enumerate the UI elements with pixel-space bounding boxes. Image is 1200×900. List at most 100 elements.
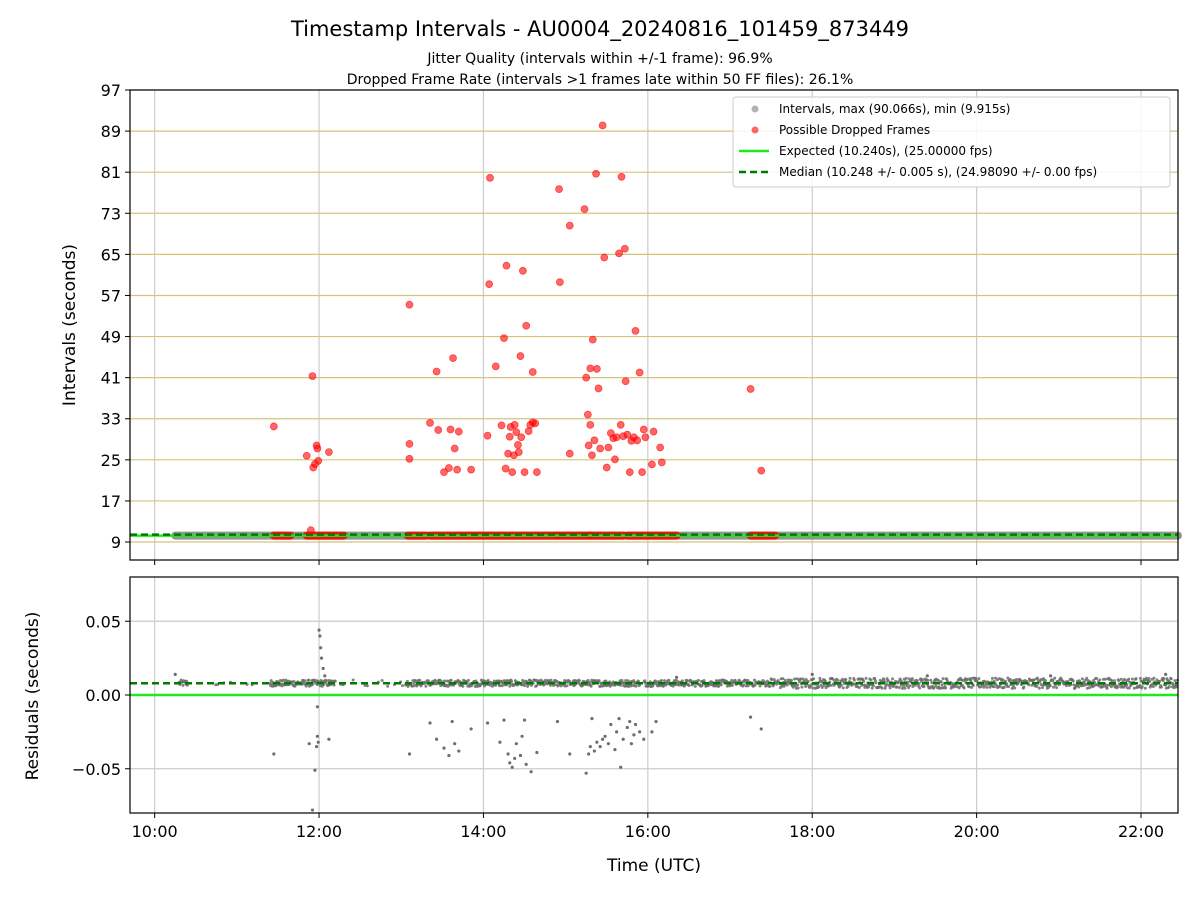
dropped-frame-point bbox=[518, 266, 527, 275]
residual-point bbox=[870, 686, 874, 690]
residual-outlier-point bbox=[513, 756, 517, 761]
residual-point bbox=[1085, 676, 1089, 680]
residual-point bbox=[904, 676, 908, 680]
legend-label-median: Median (10.248 +/- 0.005 s), (24.98090 +… bbox=[779, 165, 1097, 179]
residual-point bbox=[829, 683, 833, 687]
residual-point bbox=[962, 686, 966, 690]
residual-point bbox=[917, 682, 921, 686]
residual-point bbox=[884, 682, 888, 686]
dropped-frame-point bbox=[405, 440, 414, 448]
residual-point bbox=[619, 683, 623, 687]
residual-outlier-point bbox=[506, 752, 510, 756]
residual-point bbox=[693, 684, 697, 688]
residual-point bbox=[659, 679, 663, 683]
residual-point bbox=[911, 685, 915, 689]
residual-point bbox=[418, 678, 422, 682]
residual-point bbox=[793, 677, 797, 681]
residual-point bbox=[985, 685, 989, 689]
residual-outlier-point bbox=[628, 719, 632, 724]
residual-point bbox=[589, 684, 593, 688]
legend-label-expected: Expected (10.240s), (25.00000 fps) bbox=[779, 144, 993, 158]
residual-point bbox=[426, 679, 430, 683]
dropped-frame-point bbox=[434, 426, 443, 434]
residual-outlier-point bbox=[310, 808, 315, 812]
residual-point bbox=[1127, 686, 1131, 690]
dropped-frame-point bbox=[620, 244, 629, 253]
residuals-y-tick-label: 0.05 bbox=[85, 612, 121, 631]
residual-point bbox=[620, 678, 624, 682]
residual-point bbox=[274, 684, 278, 688]
residual-outlier-point bbox=[314, 745, 319, 749]
residual-point bbox=[624, 678, 628, 682]
dropped-frame-point bbox=[450, 444, 459, 453]
residual-point bbox=[1113, 679, 1117, 683]
dropped-frame-point bbox=[485, 280, 494, 289]
dropped-frame-point bbox=[611, 455, 619, 464]
dropped-frame-point bbox=[514, 448, 523, 457]
x-tick-label: 10:00 bbox=[132, 822, 178, 841]
residual-point bbox=[552, 684, 556, 688]
residual-outlier-point bbox=[318, 634, 322, 638]
residual-outlier-point bbox=[1164, 672, 1168, 676]
dropped-frame-point bbox=[306, 526, 315, 535]
dropped-frame-point bbox=[625, 468, 634, 477]
residual-point bbox=[1003, 679, 1007, 683]
residual-point bbox=[1152, 676, 1156, 680]
residual-point bbox=[1116, 685, 1120, 689]
residual-point bbox=[934, 684, 938, 688]
residual-point bbox=[1145, 676, 1149, 680]
residual-outlier-point bbox=[606, 742, 610, 746]
residuals-panel: 0.05 0.00 −0.05 10:00 12:00 14:00 16:00 18:00 2… bbox=[23, 576, 1179, 876]
dropped-frame-point bbox=[596, 444, 605, 453]
dropped-frame-point bbox=[604, 443, 613, 452]
residual-point bbox=[386, 684, 390, 688]
residual-point bbox=[667, 678, 671, 682]
residual-point bbox=[939, 680, 943, 684]
residual-outlier-point bbox=[434, 737, 439, 741]
residual-outlier-point bbox=[529, 770, 533, 774]
residual-point bbox=[1173, 679, 1177, 683]
residual-outlier-point bbox=[748, 715, 753, 719]
dropped-frame-point bbox=[649, 427, 658, 436]
residual-point bbox=[1138, 676, 1142, 680]
residual-point bbox=[869, 678, 873, 682]
residual-outlier-point bbox=[810, 672, 814, 676]
dropped-frame-point bbox=[631, 327, 640, 335]
residual-point bbox=[424, 684, 428, 688]
dropped-frame-point bbox=[467, 465, 476, 474]
residual-point bbox=[1013, 686, 1017, 690]
residual-outlier-point bbox=[598, 745, 602, 749]
residual-outlier-point bbox=[321, 666, 325, 671]
residual-point bbox=[967, 685, 971, 689]
residual-outlier-point bbox=[520, 734, 524, 738]
dropped-frame-point bbox=[656, 443, 665, 452]
intervals-y-tick-label: 65 bbox=[101, 245, 121, 264]
dropped-frame-point bbox=[592, 169, 600, 178]
x-tick-label: 14:00 bbox=[460, 822, 506, 841]
x-tick-label: 16:00 bbox=[625, 822, 671, 841]
residual-point bbox=[1053, 676, 1057, 680]
residual-outlier-point bbox=[457, 749, 461, 753]
legend-box bbox=[732, 96, 1171, 188]
residual-point bbox=[333, 679, 337, 683]
residual-outlier-point bbox=[323, 674, 327, 678]
residuals-y-tick-label: −0.05 bbox=[72, 760, 121, 779]
residual-point bbox=[433, 678, 437, 682]
residual-point bbox=[930, 681, 934, 685]
residual-point bbox=[181, 683, 185, 687]
residual-point bbox=[846, 684, 850, 688]
residual-point bbox=[752, 678, 756, 682]
residual-point bbox=[888, 686, 892, 690]
dropped-frame-point bbox=[505, 432, 514, 441]
residual-point bbox=[975, 679, 979, 683]
dropped-frame-point bbox=[615, 249, 623, 258]
residual-outlier-point bbox=[315, 734, 320, 738]
residual-point bbox=[992, 685, 996, 689]
x-tick-label: 22:00 bbox=[1118, 822, 1164, 841]
residual-point bbox=[1035, 684, 1039, 688]
residual-point bbox=[926, 678, 930, 682]
residuals-y-ticks: 0.05 0.00 −0.05 bbox=[72, 612, 130, 779]
residual-point bbox=[820, 686, 824, 690]
residual-outlier-point bbox=[595, 740, 599, 744]
residual-point bbox=[775, 682, 779, 686]
